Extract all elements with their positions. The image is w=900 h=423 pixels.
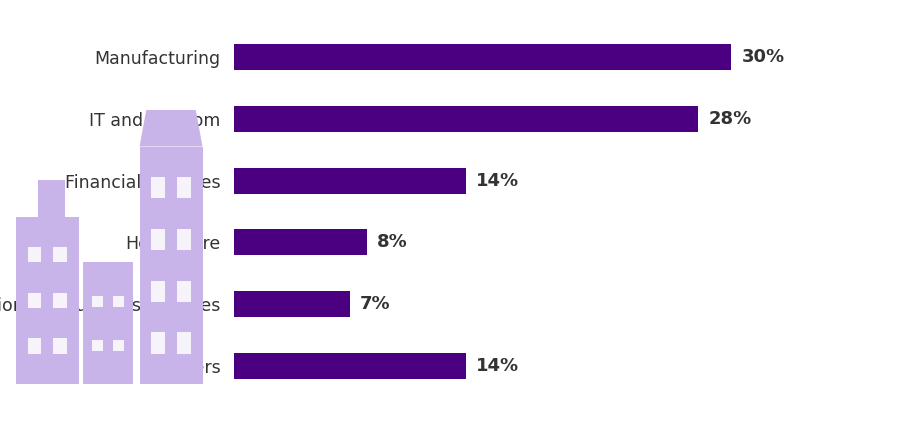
- Bar: [177, 177, 191, 198]
- Bar: [151, 280, 165, 302]
- Bar: [177, 280, 191, 302]
- Text: 7%: 7%: [360, 295, 391, 313]
- Text: 8%: 8%: [376, 233, 408, 251]
- Bar: [151, 332, 165, 354]
- Bar: [28, 247, 41, 262]
- Bar: [234, 229, 366, 255]
- Bar: [234, 44, 732, 70]
- Bar: [38, 180, 65, 217]
- Bar: [53, 293, 67, 308]
- Bar: [93, 296, 104, 307]
- Bar: [53, 247, 67, 262]
- Text: 14%: 14%: [476, 357, 519, 375]
- Bar: [16, 217, 79, 384]
- Bar: [83, 262, 133, 384]
- Bar: [53, 338, 67, 354]
- Bar: [234, 168, 466, 194]
- Text: 30%: 30%: [742, 48, 785, 66]
- Bar: [93, 340, 104, 351]
- Text: 28%: 28%: [708, 110, 752, 128]
- Bar: [28, 293, 41, 308]
- Bar: [151, 177, 165, 198]
- Bar: [234, 106, 698, 132]
- Bar: [151, 229, 165, 250]
- Bar: [140, 146, 202, 384]
- Bar: [177, 229, 191, 250]
- Bar: [234, 353, 466, 379]
- Bar: [112, 340, 123, 351]
- Bar: [112, 296, 123, 307]
- Polygon shape: [140, 110, 202, 146]
- Bar: [28, 338, 41, 354]
- Bar: [234, 291, 350, 317]
- Bar: [177, 332, 191, 354]
- Text: 14%: 14%: [476, 172, 519, 190]
